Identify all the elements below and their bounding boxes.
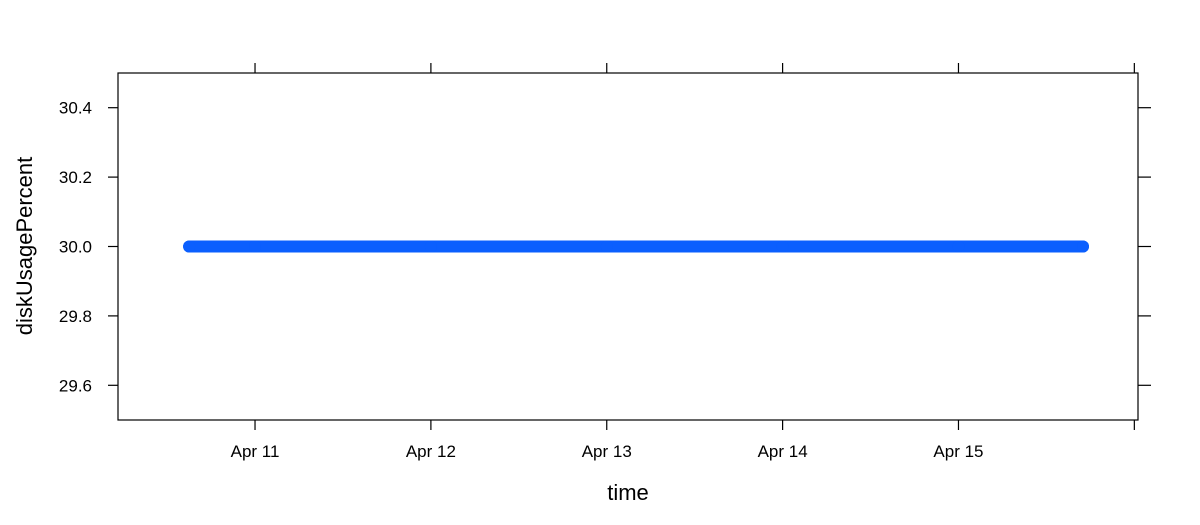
x-tick-label: Apr 13 <box>582 442 632 461</box>
y-tick-label: 30.4 <box>59 99 92 118</box>
y-tick-label: 29.8 <box>59 307 92 326</box>
x-axis-ticks: Apr 11 Apr 12 Apr 13 Apr 14 Apr 15 <box>231 63 1135 461</box>
data-point <box>183 240 196 253</box>
data-point <box>776 240 789 253</box>
x-axis-title: time <box>607 480 649 505</box>
data-point <box>424 240 437 253</box>
data-point <box>600 240 613 253</box>
data-point <box>952 240 965 253</box>
x-tick-label: Apr 11 <box>231 442 280 461</box>
y-axis-ticks: 29.6 29.8 30.0 30.2 30.4 <box>59 99 1151 395</box>
y-tick-label: 29.6 <box>59 376 92 395</box>
x-tick-label: Apr 12 <box>406 442 456 461</box>
y-tick-label: 30.2 <box>59 168 92 187</box>
y-tick-label: 30.0 <box>59 238 92 257</box>
x-tick-label: Apr 14 <box>758 442 808 461</box>
data-point <box>249 240 261 253</box>
series-layer <box>183 240 1089 253</box>
y-axis-title: diskUsagePercent <box>12 157 37 336</box>
data-point <box>1077 240 1089 253</box>
x-tick-label: Apr 15 <box>933 442 983 461</box>
